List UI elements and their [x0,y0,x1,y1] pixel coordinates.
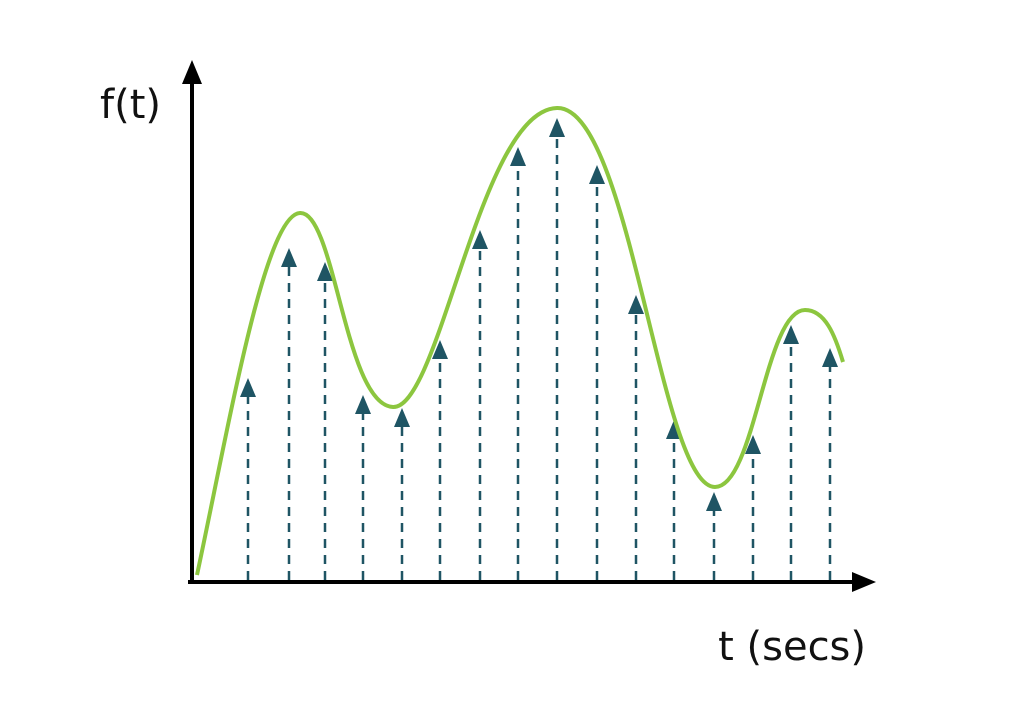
x-axis-label: t (secs) [718,624,866,670]
sample-arrowhead [510,147,526,166]
sample-arrowhead [432,340,448,359]
sample-arrowhead [549,118,565,137]
sample-arrowhead [589,165,605,184]
signal-curve [195,105,845,576]
y-axis-arrow [182,60,202,84]
sample-arrowhead [783,325,799,344]
samples [240,118,838,580]
y-axis-label: f(t) [100,82,161,128]
sample-arrowhead [317,262,333,281]
sample-arrowhead [822,348,838,367]
sample-arrowhead [240,378,256,397]
sample-arrowhead [394,408,410,427]
sample-arrowhead [281,248,297,267]
sample-arrowhead [628,295,644,314]
sample-arrowhead [745,435,761,454]
sample-arrowhead [706,492,722,511]
sample-arrowhead [355,395,371,414]
x-axis-arrow [852,572,876,592]
sample-arrowhead [472,230,488,249]
